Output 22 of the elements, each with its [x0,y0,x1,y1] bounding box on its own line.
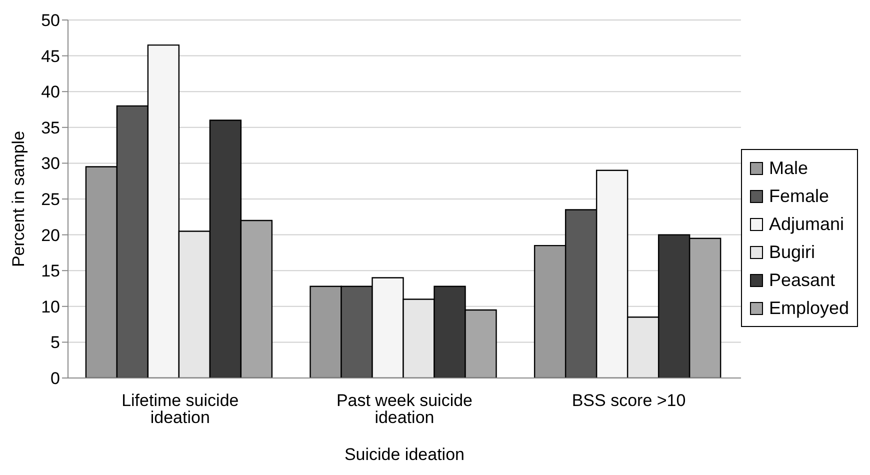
x-tick-label: BSS score >10 [572,391,686,410]
y-tick-label: 20 [41,226,60,245]
y-tick-label: 15 [41,262,60,281]
y-tick-label: 30 [41,154,60,174]
y-tick-label: 0 [50,369,60,388]
y-tick-label: 10 [41,297,60,316]
legend-label: Adjumani [768,213,844,236]
y-tick-label: 5 [50,333,60,352]
legend-label: Employed [768,297,849,320]
y-tick-label: 45 [41,46,60,66]
legend-label: Bugiri [768,241,815,264]
legend-label: Male [768,157,808,180]
x-tick-label: Past week suicide ideation [336,391,473,428]
legend-label: Female [768,185,829,208]
x-axis-title: Suicide ideation [344,445,464,464]
y-tick-label: 25 [41,190,60,210]
y-axis-title: Percent in sample [9,130,28,268]
legend-label: Peasant [768,269,836,292]
x-tick-label: Lifetime suicide ideation [122,391,239,428]
y-tick-label: 50 [41,11,60,30]
y-tick-label: 40 [41,82,60,102]
y-tick-label: 35 [41,118,60,138]
